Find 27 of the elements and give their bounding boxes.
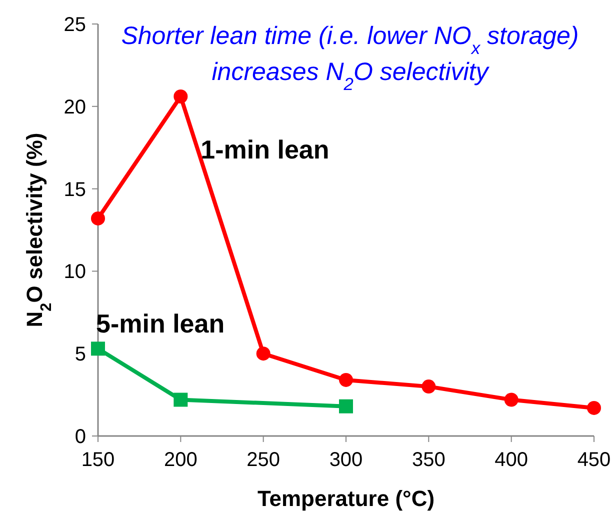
point	[174, 392, 188, 407]
point	[91, 342, 105, 356]
x-tick-label: 400	[494, 449, 528, 471]
x-tick-label: 300	[329, 449, 363, 471]
point	[587, 400, 601, 415]
chart-title: Shorter lean time (i.e. lower NO$_{x}$ storage) increases N$_{2}$O selectivity	[121, 22, 579, 94]
x-tick-label: 200	[164, 449, 198, 471]
y-tick-label: 20	[64, 96, 86, 118]
x-tick-label: 250	[246, 449, 280, 471]
series-label: 5-min lean	[96, 308, 225, 339]
point	[339, 399, 353, 414]
point	[339, 372, 353, 387]
y-tick-label: 5	[74, 344, 86, 366]
x-axis-title: Temperature (°C)	[257, 486, 435, 511]
y-tick-label: 15	[64, 178, 86, 201]
x-tick-label: 150	[81, 449, 115, 471]
point	[91, 211, 105, 226]
point	[504, 392, 518, 407]
series-label: 1-min lean	[200, 134, 330, 165]
point	[256, 346, 270, 361]
y-tick-label: 10	[64, 261, 86, 284]
point	[422, 380, 436, 394]
y-tick-label: 0	[74, 426, 86, 448]
point	[174, 90, 188, 104]
y-tick-label: 25	[64, 14, 86, 36]
x-tick-label: 350	[412, 449, 446, 471]
x-tick-label: 450	[577, 449, 611, 471]
